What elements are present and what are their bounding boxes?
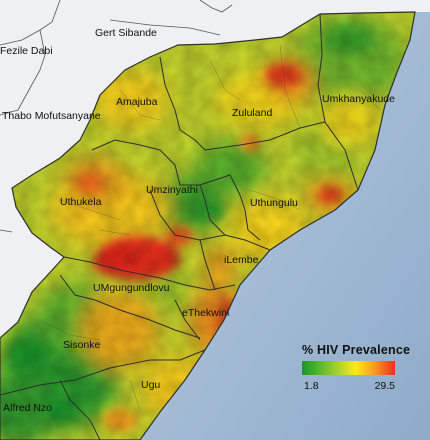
district-label-umzinyathi: Umzinyathi (146, 184, 198, 196)
district-label-gert-sibande: Gert Sibande (95, 27, 157, 39)
district-label-umgungundlovu: UMgungundlovu (93, 282, 170, 294)
district-label-thabo-mofutsanyane: Thabo Mofutsanyane (2, 110, 101, 122)
map-legend: % HIV Prevalence 1.8 29.5 (302, 343, 410, 393)
district-label-uthukela: Uthukela (60, 196, 102, 208)
legend-title: % HIV Prevalence (302, 343, 411, 357)
municipal-boundaries (39, 44, 381, 411)
district-label-uthungulu: Uthungulu (250, 197, 298, 209)
ocean (140, 12, 430, 440)
outside-boundaries (0, 0, 233, 233)
district-label-zululand: Zululand (232, 107, 273, 119)
district-label-sisonke: Sisonke (63, 339, 101, 351)
district-label-alfred-nzo: Alfred Nzo (3, 402, 53, 414)
district-label-ugu: Ugu (141, 379, 161, 391)
district-label-ethekwini: eThekwini (182, 307, 230, 319)
legend-max-value: 29.5 (374, 380, 395, 392)
district-label-ilembe: iLembe (224, 254, 259, 266)
district-label-umkhanyakude: Umkhanyakude (322, 93, 395, 105)
district-label-fezile-dabi: Fezile Dabi (0, 45, 53, 57)
province-outline (0, 11, 416, 440)
legend-min-value: 1.8 (304, 380, 319, 392)
district-label-amajuba: Amajuba (116, 96, 158, 108)
legend-color-ramp (302, 361, 395, 375)
district-boundaries (0, 13, 359, 440)
